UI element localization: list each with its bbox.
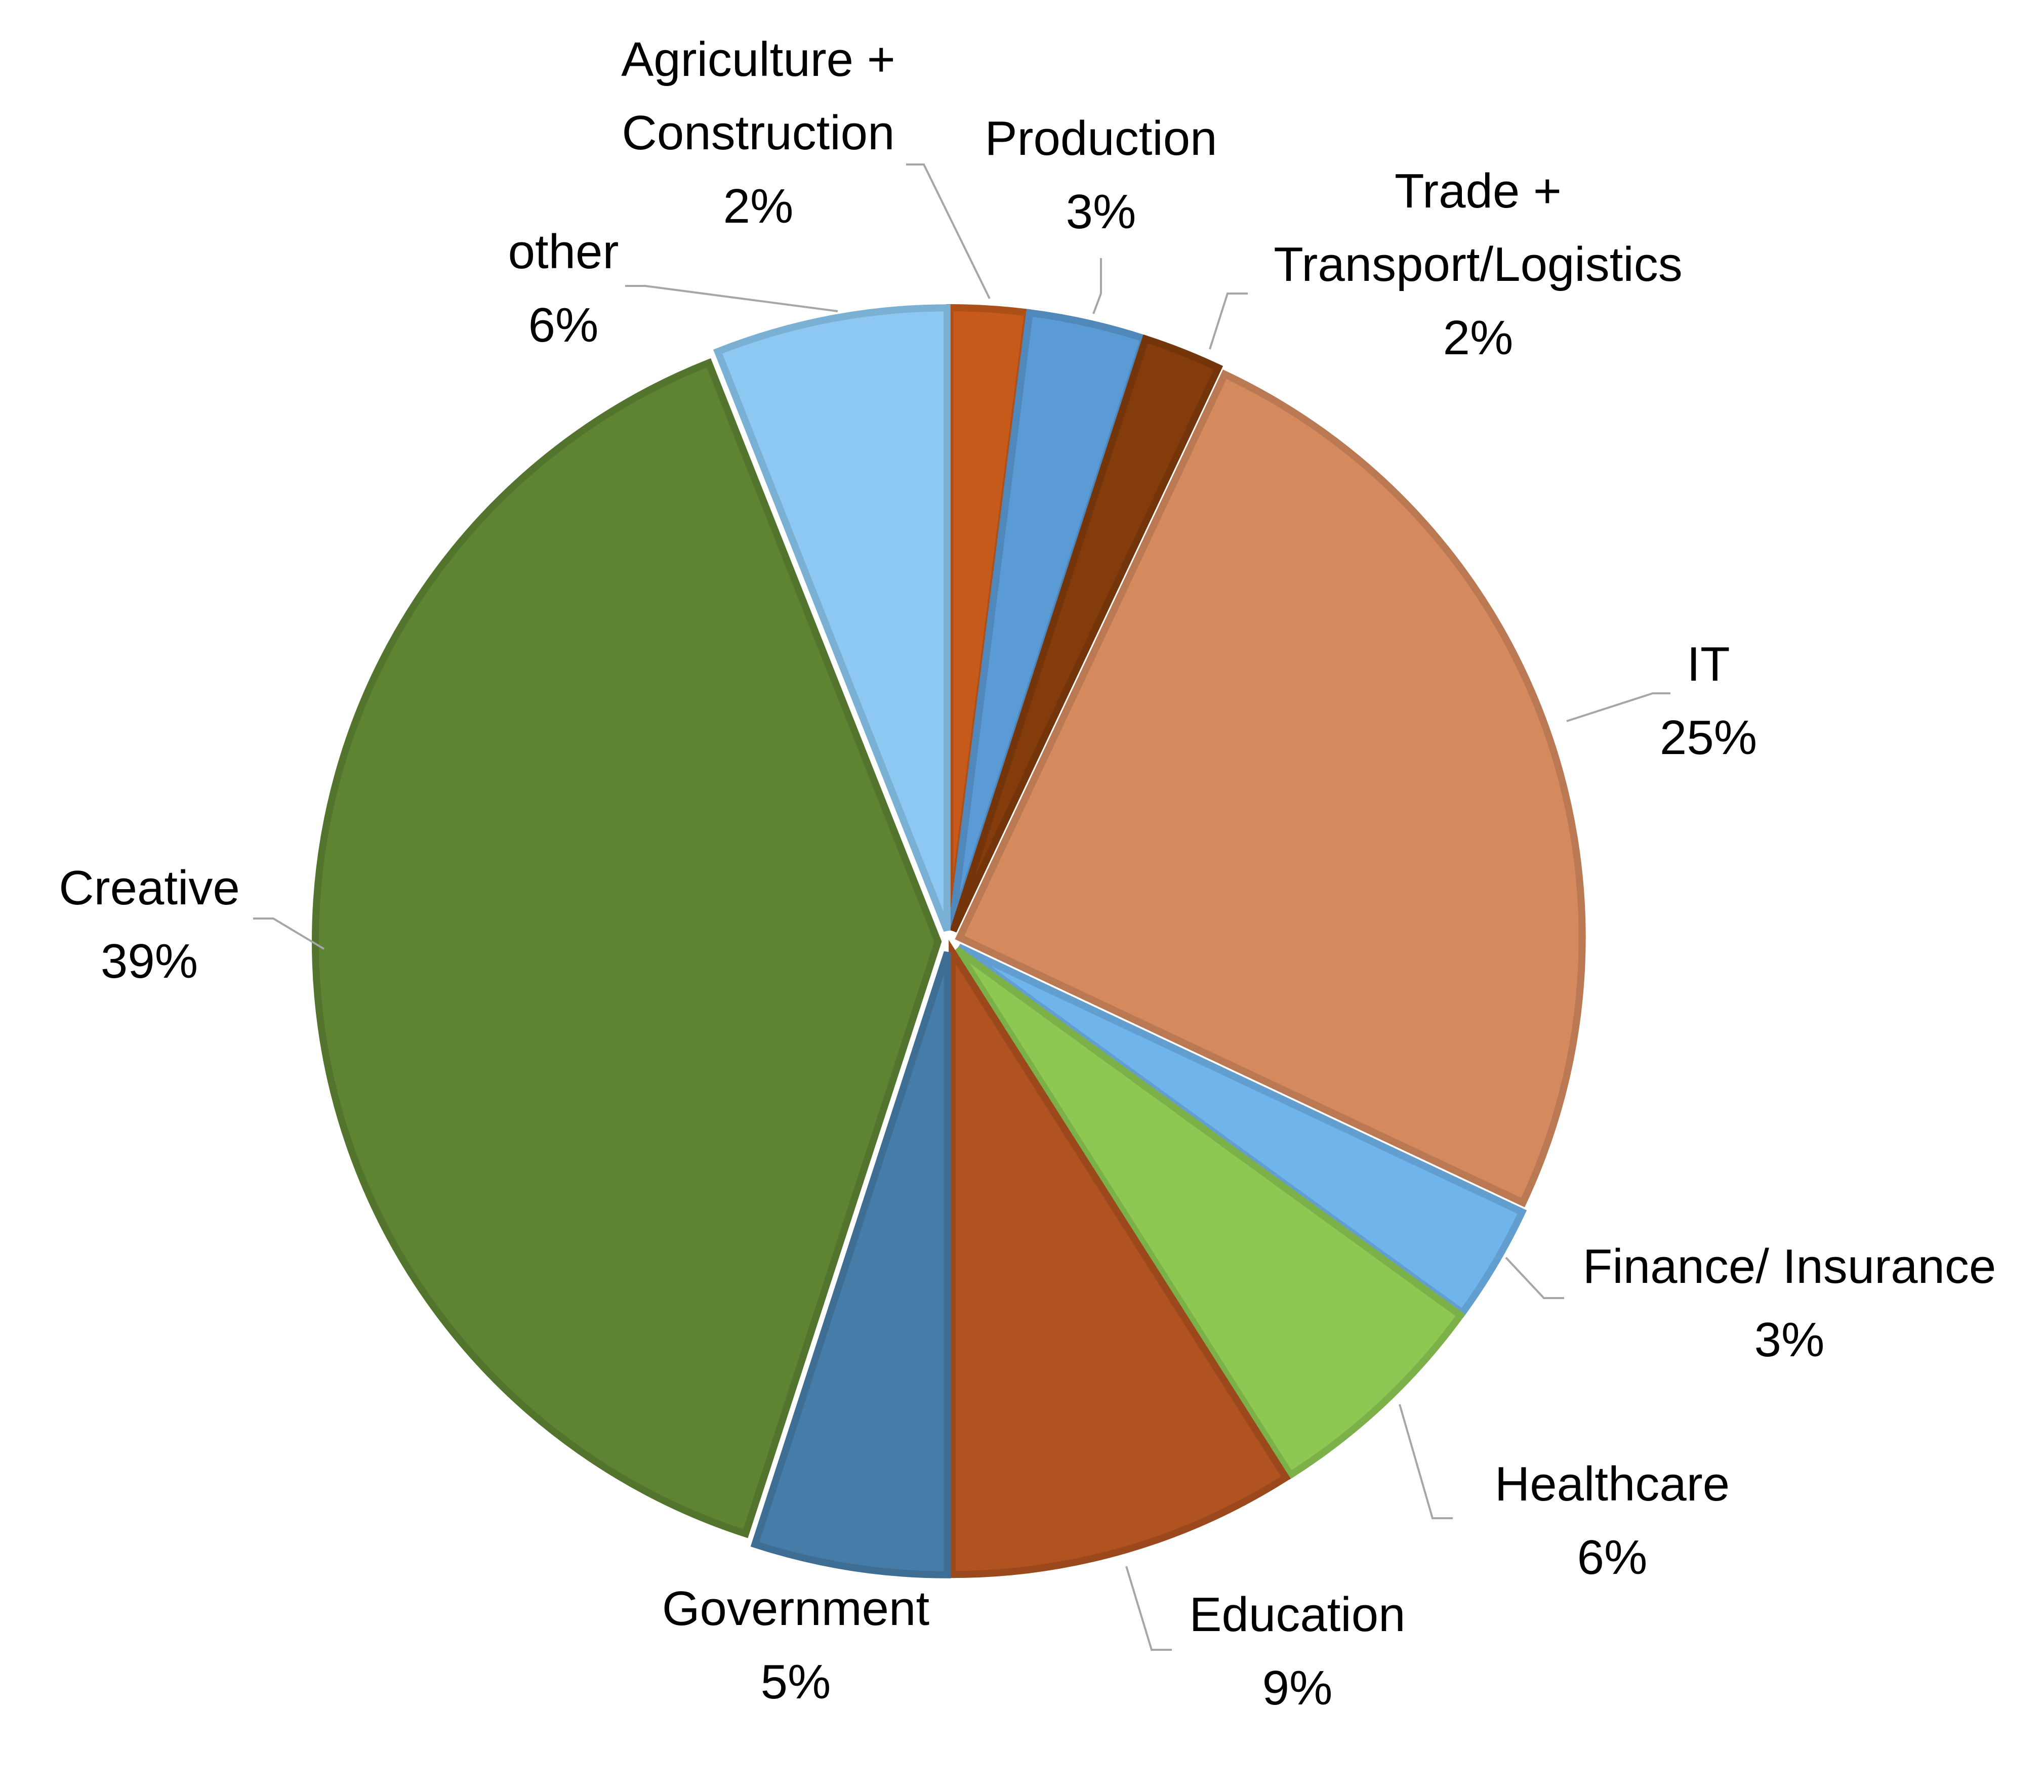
leader-line-agriculture-construction	[906, 163, 991, 299]
slice-category: Government	[662, 1581, 929, 1636]
slice-category: Finance/ Insurance	[1583, 1239, 1996, 1294]
pie-slice-government	[750, 951, 951, 1578]
slice-category: Construction	[622, 106, 895, 160]
leader-line-production	[1092, 258, 1102, 314]
slice-percent: 3%	[1066, 185, 1136, 239]
leader-line-finance-insurance	[1505, 1257, 1564, 1299]
slice-label-government: Government 5%	[662, 1581, 929, 1709]
slice-category: Healthcare	[1495, 1457, 1730, 1511]
pie-slice-it	[955, 369, 1586, 1207]
slice-label-education: Education 9%	[1190, 1588, 1406, 1715]
slice-category: other	[508, 225, 619, 279]
leader-lines	[253, 163, 1670, 1651]
slice-label-creative: Creative 39%	[59, 861, 239, 988]
slice-label-trade-transport-logistics: Trade + Transport/Logistics 2%	[1274, 164, 1682, 365]
leader-line-it	[1566, 692, 1670, 722]
slice-category: Trade +	[1395, 164, 1562, 218]
pie-slice-healthcare	[954, 946, 1465, 1480]
slice-label-production: Production 3%	[985, 111, 1217, 239]
slice-label-other: other 6%	[508, 225, 619, 352]
slice-percent: 2%	[723, 179, 794, 233]
pie-slice-other	[713, 304, 951, 932]
leader-line-other	[625, 285, 838, 312]
slice-percent: 2%	[1443, 311, 1514, 365]
leader-line-education	[1125, 1566, 1172, 1651]
pie-slices	[312, 304, 1586, 1578]
slice-category: Creative	[59, 861, 239, 915]
slice-label-agriculture-construction: Agriculture + Construction 2%	[621, 32, 895, 233]
slice-percent: 25%	[1660, 711, 1757, 765]
slice-category: Agriculture +	[621, 32, 895, 87]
pie-slice-trade-transport-logistics	[950, 334, 1223, 933]
slice-category: Education	[1190, 1588, 1406, 1642]
slice-percent: 3%	[1754, 1313, 1825, 1367]
slice-label-finance-insurance: Finance/ Insurance 3%	[1583, 1239, 1996, 1367]
leader-line-healthcare	[1399, 1404, 1453, 1519]
pie-slice-creative	[312, 358, 942, 1538]
slice-percent: 6%	[1577, 1530, 1648, 1585]
slice-category: Production	[985, 111, 1217, 165]
leader-line-trade-transport-logistics	[1209, 293, 1248, 350]
pie-slice-education	[949, 940, 1291, 1578]
leader-line-creative	[253, 918, 325, 950]
slice-labels: Agriculture + Construction 2% Production 3% T…	[59, 32, 1996, 1715]
slice-percent: 39%	[101, 934, 198, 988]
slice-category: IT	[1687, 637, 1730, 691]
slice-percent: 6%	[528, 298, 599, 352]
slice-label-healthcare: Healthcare 6%	[1495, 1457, 1730, 1585]
slice-percent: 5%	[761, 1655, 831, 1709]
slice-percent: 9%	[1262, 1661, 1333, 1715]
slice-category: Transport/Logistics	[1274, 237, 1682, 291]
slice-label-it: IT 25%	[1660, 637, 1757, 765]
